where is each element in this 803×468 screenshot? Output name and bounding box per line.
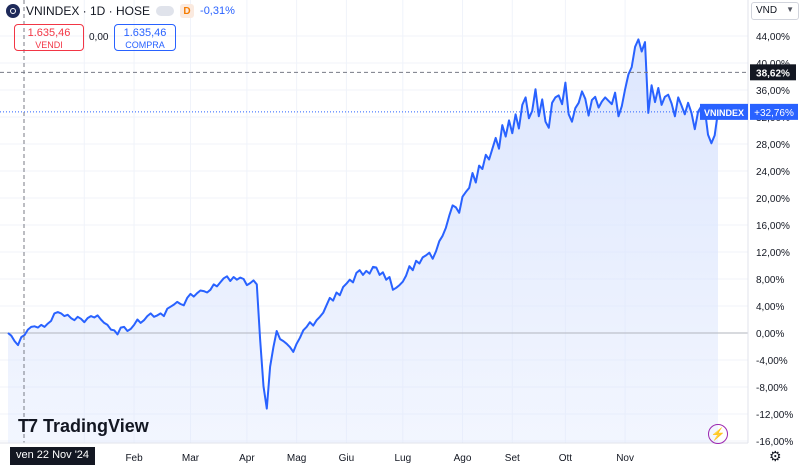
- last-value-box: [750, 103, 798, 120]
- y-tick-label: 44,00%: [756, 32, 790, 43]
- logo-text: TradingView: [43, 416, 149, 436]
- x-tick-label: Lug: [394, 453, 411, 464]
- x-tick-label: Ott: [559, 453, 573, 464]
- last-value-symbol-box: [700, 103, 748, 120]
- buy-button[interactable]: 1.635,46 COMPRA: [114, 24, 176, 51]
- gear-icon[interactable]: ⚙: [769, 448, 782, 464]
- spread-value: 0,00: [89, 32, 109, 43]
- x-tick-label: Nov: [616, 453, 634, 464]
- currency-value: VND: [756, 5, 778, 16]
- delay-badge[interactable]: D: [180, 4, 195, 18]
- y-tick-label: 8,00%: [756, 275, 784, 286]
- crosshair-price-label: 38,62%: [756, 68, 790, 79]
- sell-label: VENDI: [35, 40, 63, 50]
- x-tick-label: Giu: [339, 453, 355, 464]
- x-tick-label: Apr: [239, 453, 255, 464]
- y-tick-label: 16,00%: [756, 221, 790, 232]
- x-tick-label: Ago: [454, 453, 472, 464]
- buy-price: 1.635,46: [123, 27, 167, 39]
- y-tick-label: -16,00%: [756, 437, 793, 448]
- market-status-icon: [156, 6, 175, 16]
- x-tick-label: Set: [505, 453, 520, 464]
- last-value-symbol: VNINDEX: [704, 108, 744, 118]
- y-tick-label: 12,00%: [756, 248, 790, 259]
- y-tick-label: 36,00%: [756, 86, 790, 97]
- symbol-title: VNINDEX · 1D · HOSE: [26, 4, 151, 18]
- crosshair-date-label: ven 22 Nov '24: [10, 447, 96, 465]
- buy-label: COMPRA: [125, 40, 165, 50]
- x-tick-label: Mag: [287, 453, 306, 464]
- tradingview-logo-icon: T7: [18, 416, 38, 436]
- y-tick-label: 4,00%: [756, 302, 784, 313]
- sell-price: 1.635,46: [27, 27, 71, 39]
- currency-select[interactable]: VND ▼: [751, 2, 799, 20]
- symbol-logo-icon: [6, 4, 20, 18]
- tradingview-logo[interactable]: T7 TradingView: [18, 416, 149, 437]
- change-percent: -0,31%: [200, 5, 235, 17]
- sell-button[interactable]: 1.635,46 VENDI: [14, 24, 84, 51]
- y-tick-label: 0,00%: [756, 329, 784, 340]
- series-line-vnindex: [7, 38, 719, 410]
- x-tick-label: Mar: [182, 453, 200, 464]
- chevron-down-icon: ▼: [786, 5, 794, 14]
- y-tick-label: -8,00%: [756, 383, 788, 394]
- crosshair-price-box: [750, 64, 796, 81]
- series-area: [8, 39, 718, 444]
- last-value-label: +32,76%: [754, 108, 794, 119]
- x-tick-label: Feb: [125, 453, 143, 464]
- y-tick-label: -4,00%: [756, 356, 788, 367]
- y-tick-label: -12,00%: [756, 410, 793, 421]
- y-tick-label: 20,00%: [756, 194, 790, 205]
- symbol-header[interactable]: VNINDEX · 1D · HOSE D -0,31%: [6, 2, 235, 20]
- y-tick-label: 24,00%: [756, 167, 790, 178]
- y-tick-label: 28,00%: [756, 140, 790, 151]
- lightning-icon[interactable]: ⚡: [708, 424, 728, 444]
